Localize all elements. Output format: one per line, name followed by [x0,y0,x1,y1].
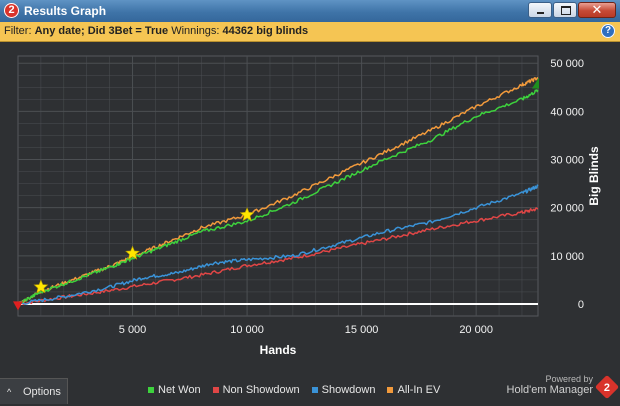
star-marker-icon [125,245,140,260]
plot-area [17,55,539,317]
filter-label: Filter: [4,25,32,37]
chart-legend: Net Won Non Showdown Showdown All-In EV [148,384,440,396]
star-marker-icon [239,207,255,222]
options-button[interactable]: ^ Options [0,378,68,404]
filter-value: Any date; Did 3Bet = True [34,25,169,37]
legend-item[interactable]: Showdown [311,384,376,396]
star-marker-icon [33,279,49,294]
x-axis-title: Hands [260,343,297,357]
legend-item[interactable]: All-In EV [387,384,440,396]
help-icon[interactable]: ? [601,24,615,38]
bottom-bar: ^ Options Net Won Non Showdown Showdown All… [0,374,620,406]
winnings-value: 44362 big blinds [222,25,309,37]
brand-name: Hold'em Manager [506,384,593,396]
series-line-showdown [17,184,539,305]
window-title: Results Graph [24,4,107,18]
legend-item[interactable]: Net Won [148,384,201,396]
chevron-up-icon: ^ [7,387,12,397]
legend-label: Net Won [158,384,201,396]
close-button[interactable]: ✕ [578,2,616,18]
maximize-button[interactable] [553,2,577,18]
y-axis-title: Big Blinds [587,146,601,206]
powered-by-text: Powered by [545,374,593,384]
series-line-net-won [17,89,539,306]
hem-logo-icon: 2 [594,374,620,400]
legend-swatch [212,387,219,393]
minimize-button[interactable] [528,2,552,18]
y-tick-label: 20 000 [550,203,584,215]
legend-swatch [387,387,394,393]
end-marker-icon [532,77,539,89]
y-tick-label: 40 000 [550,106,584,118]
legend-label: Showdown [321,384,376,396]
x-tick-label: 5 000 [119,324,147,336]
y-tick-label: 50 000 [550,58,584,70]
y-tick-label: 0 [578,299,584,311]
x-tick-label: 20 000 [459,324,493,336]
filter-summary[interactable]: Filter: Any date; Did 3Bet = True Winnin… [4,22,308,41]
legend-item[interactable]: Non Showdown [212,384,300,396]
results-chart-svg: 5 000 10 000 15 000 20 000 0 10 000 20 000 30 0… [13,55,601,357]
legend-label: Non Showdown [222,384,300,396]
filter-bar[interactable]: Filter: Any date; Did 3Bet = True Winnin… [0,22,620,42]
legend-swatch [148,387,154,393]
options-label: Options [23,386,61,398]
winnings-label: Winnings: [171,25,220,37]
powered-by-brand: Powered by Hold'em Manager [507,374,593,397]
x-tick-label: 15 000 [345,324,379,336]
app-logo-icon: 2 [4,3,19,18]
start-marker-icon [13,301,23,311]
window-controls: ✕ [528,2,616,19]
series-line-non-showdown [17,207,539,306]
title-bar[interactable]: 2 Results Graph ✕ [0,0,620,23]
legend-swatch [311,387,318,393]
y-tick-label: 30 000 [550,155,584,167]
results-chart[interactable]: 5 000 10 000 15 000 20 000 0 10 000 20 000 30 0… [0,42,620,374]
maximize-icon [561,6,571,15]
y-tick-label: 10 000 [550,251,584,263]
close-icon: ✕ [591,2,603,17]
minimize-icon [537,12,544,14]
legend-label: All-In EV [397,384,441,396]
x-tick-label: 10 000 [230,324,264,336]
brand-badge-text: 2 [603,380,611,394]
